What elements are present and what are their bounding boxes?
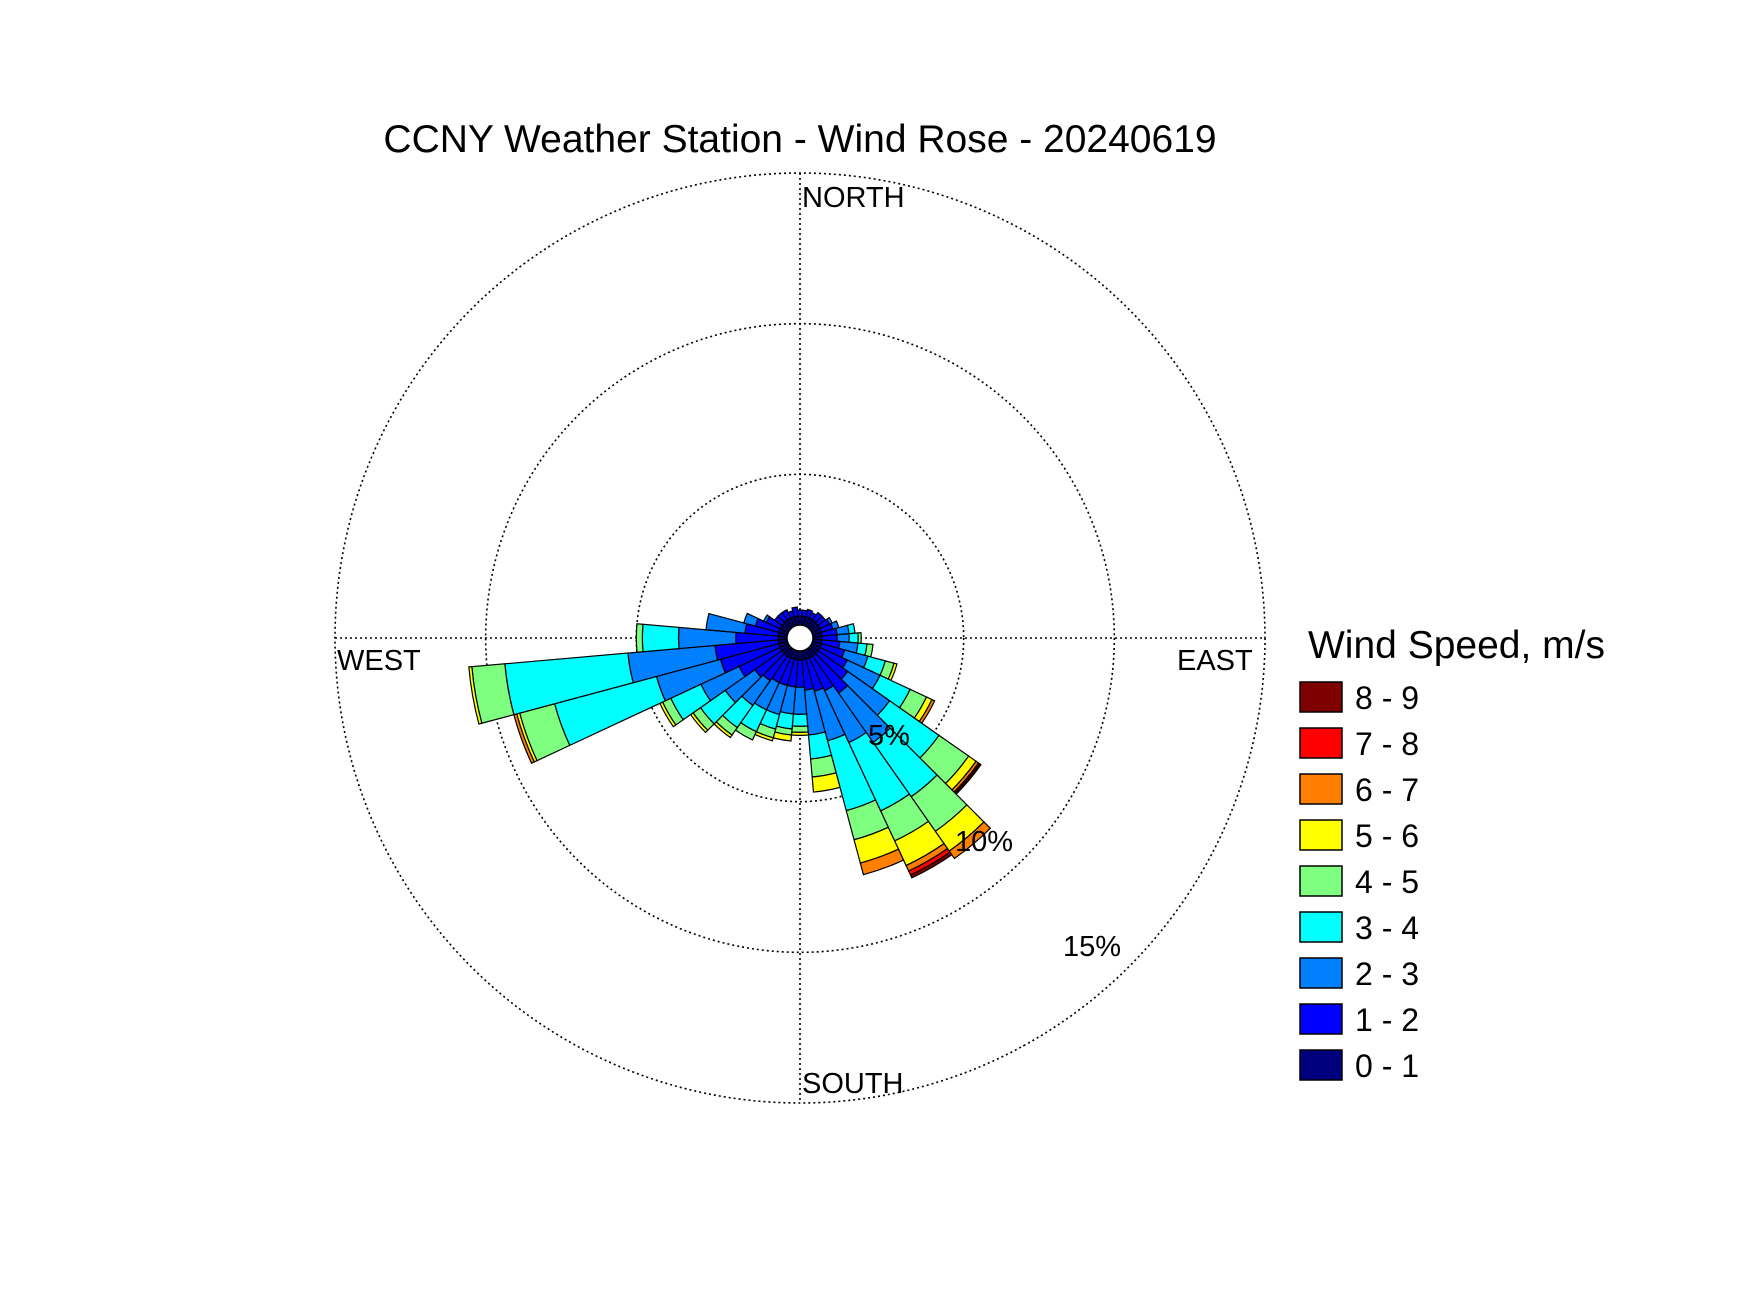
- legend-label: 6 - 7: [1355, 772, 1419, 808]
- label-west: WEST: [337, 645, 421, 677]
- label-south: SOUTH: [802, 1068, 904, 1100]
- wedge-300-bin-2: [762, 614, 771, 624]
- legend-label: 5 - 6: [1355, 818, 1419, 854]
- legend: 8 - 9 7 - 8 6 - 7 5 - 6 4 - 5 3 - 4 2 - 3 1 - 2…: [1299, 680, 1419, 1084]
- legend-swatch: [1299, 957, 1343, 989]
- wedge-350-bin-1: [791, 606, 799, 618]
- legend-swatch: [1299, 773, 1343, 805]
- wedge-150-bin-8: [909, 851, 953, 879]
- legend-swatch: [1299, 681, 1343, 713]
- center-hole: [786, 624, 814, 652]
- wedge-270-bin-4: [635, 623, 644, 653]
- wedge-260-bin-5: [468, 666, 483, 725]
- legend-swatch: [1299, 911, 1343, 943]
- legend-swatch: [1299, 1003, 1343, 1035]
- legend-swatch: [1299, 1049, 1343, 1081]
- wedge-160-bin-6: [859, 848, 905, 876]
- legend-label: 3 - 4: [1355, 910, 1419, 946]
- wedge-330-bin-1: [781, 609, 792, 621]
- label-east: EAST: [1177, 645, 1253, 677]
- legend-label: 0 - 1: [1355, 1048, 1419, 1084]
- wedge-180-bin-4: [791, 725, 809, 733]
- wedge-140-bin-6: [948, 821, 992, 860]
- wedge-280-bin-2: [705, 612, 748, 634]
- wedge-90-bin-4: [857, 632, 862, 644]
- wedge-90-bin-3: [848, 632, 859, 644]
- wedge-360-bin-1: [796, 609, 804, 617]
- wedge-180-bin-3: [791, 713, 809, 727]
- wedge-360-bin-0: [797, 615, 803, 626]
- legend-label: 7 - 8: [1355, 726, 1419, 762]
- wedge-270-bin-3: [641, 623, 680, 653]
- wedge-290-bin-2: [743, 612, 759, 627]
- ring-label-5: 5%: [868, 720, 910, 752]
- chart-title: CCNY Weather Station - Wind Rose - 20240…: [383, 118, 1216, 161]
- legend-title: Wind Speed, m/s: [1308, 624, 1605, 667]
- legend-swatch: [1299, 727, 1343, 759]
- legend-label: 8 - 9: [1355, 680, 1419, 716]
- legend-label: 4 - 5: [1355, 864, 1419, 900]
- legend-label: 1 - 2: [1355, 1002, 1419, 1038]
- wedge-20-bin-1: [804, 608, 814, 619]
- ring-label-15: 15%: [1063, 931, 1121, 963]
- legend-label: 2 - 3: [1355, 956, 1419, 992]
- wedge-80-bin-3: [846, 622, 856, 635]
- wedge-180-bin-5: [790, 731, 810, 736]
- wedge-170-bin-5: [811, 772, 841, 793]
- legend-swatch: [1299, 819, 1343, 851]
- wind-wedges: [468, 606, 992, 879]
- label-north: NORTH: [802, 182, 905, 214]
- ring-label-10: 10%: [955, 826, 1013, 858]
- legend-swatch: [1299, 865, 1343, 897]
